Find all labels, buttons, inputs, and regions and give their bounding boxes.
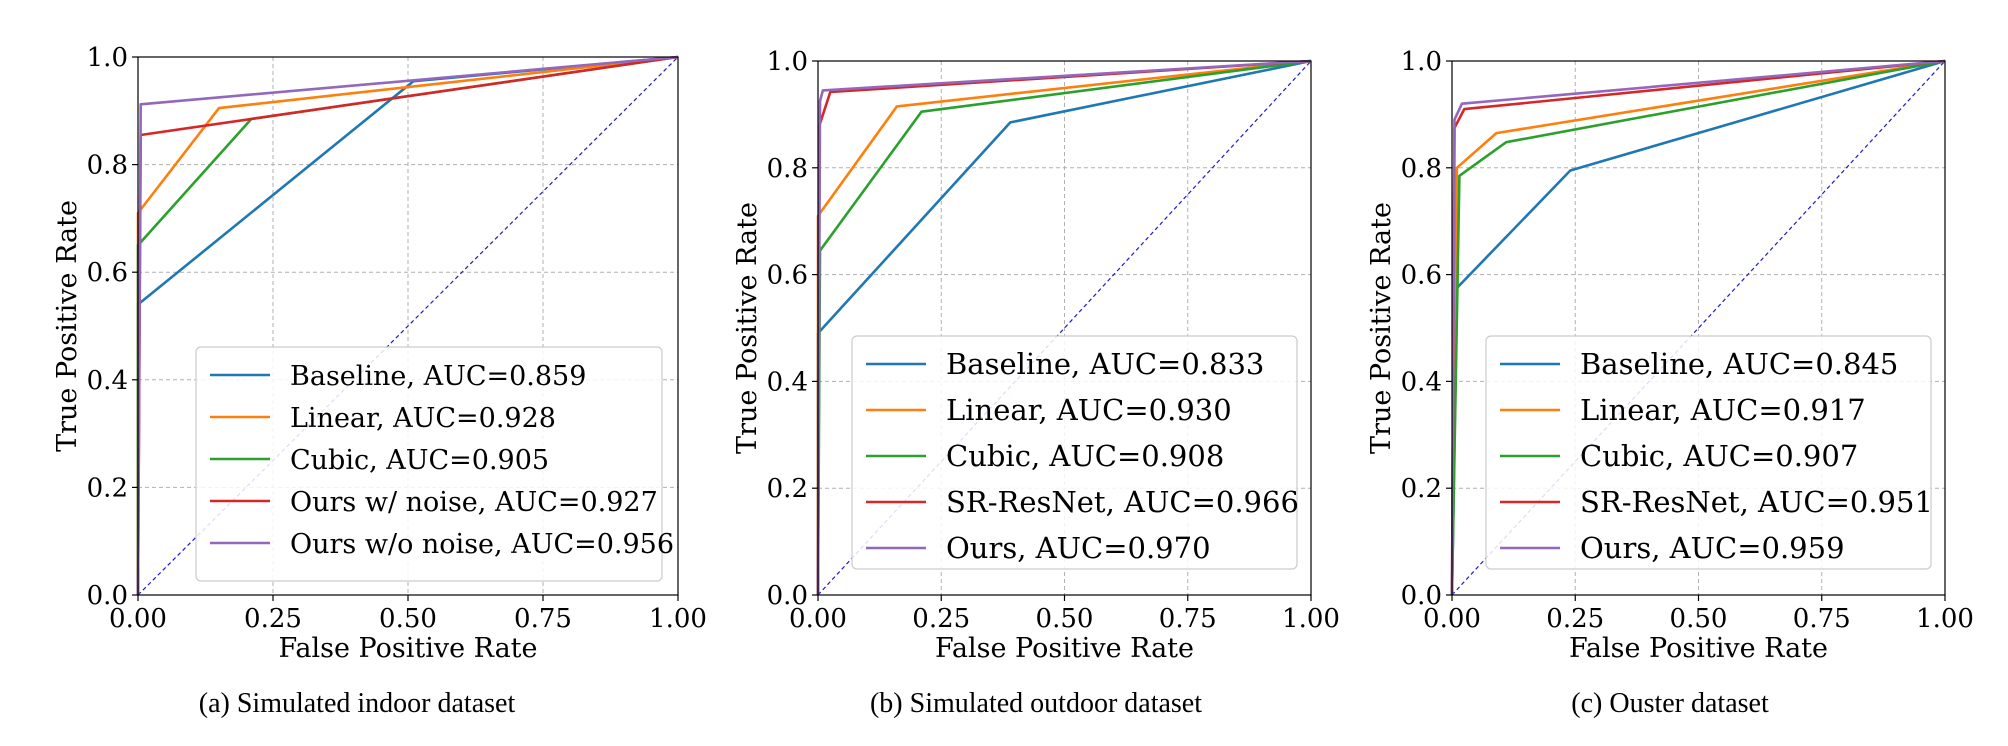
x-tick-label: 0.50	[379, 604, 437, 634]
legend-box	[195, 346, 663, 582]
x-tick-label: 0.00	[789, 604, 847, 634]
y-tick-label: 1.0	[767, 47, 808, 77]
y-tick-label: 0.0	[767, 581, 808, 611]
x-tick-label: 0.75	[1159, 604, 1217, 634]
legend-label-1: Baseline, AUC=0.833	[946, 347, 1264, 381]
x-tick-label: 0.25	[1546, 604, 1604, 634]
legend-label-1: Baseline, AUC=0.845	[1580, 347, 1898, 381]
y-tick-label: 0.0	[87, 581, 128, 611]
y-axis-label: True Positive Rate	[1366, 202, 1397, 454]
roc-line-3	[1450, 59, 1946, 596]
y-tick-label: 0.0	[1401, 581, 1442, 611]
roc-line-5	[136, 55, 679, 596]
chart-panel-1: 0.00 0.25 0.50 0.75 1.00 0.0 0.2 0.4 0.6 0.8 1.0 Fa…	[732, 47, 1340, 664]
y-tick-label: 0.2	[1401, 474, 1442, 504]
y-tick-label: 0.4	[1401, 367, 1442, 397]
y-tick-label: 0.8	[1401, 154, 1442, 184]
chart-panel-2: 0.00 0.25 0.50 0.75 1.00 0.0 0.2 0.4 0.6 0.8 1.0 Fa…	[1366, 47, 1974, 664]
y-tick-label: 1.0	[87, 43, 128, 73]
x-tick-label: 0.00	[1423, 604, 1481, 634]
y-tick-label: 0.2	[87, 473, 128, 503]
legend-label-5: Ours w/o noise, AUC=0.956	[290, 529, 674, 560]
y-tick-label: 0.8	[87, 151, 128, 181]
y-tick-label: 0.4	[767, 367, 808, 397]
x-tick-label: 1.00	[1916, 604, 1974, 634]
y-tick-label: 0.6	[87, 258, 128, 288]
y-axis-label: True Positive Rate	[732, 202, 763, 454]
legend-label-2: Linear, AUC=0.930	[946, 393, 1232, 427]
caption-b: (b) Simulated outdoor dataset	[869, 688, 1203, 719]
x-tick-label: 0.75	[514, 604, 572, 634]
roc-line-5	[1450, 59, 1946, 596]
legend-label-3: Cubic, AUC=0.905	[290, 445, 549, 476]
y-tick-label: 0.4	[87, 366, 128, 396]
x-tick-label: 0.25	[244, 604, 302, 634]
legend-label-2: Linear, AUC=0.928	[290, 403, 556, 434]
x-axis-label: False Positive Rate	[278, 633, 537, 664]
legend-label-5: Ours, AUC=0.970	[946, 531, 1211, 565]
x-tick-label: 0.50	[1036, 604, 1094, 634]
y-tick-label: 0.8	[767, 154, 808, 184]
x-tick-label: 0.50	[1670, 604, 1728, 634]
legend-label-4: SR-ResNet, AUC=0.951	[1580, 485, 1933, 519]
y-tick-label: 0.6	[767, 261, 808, 291]
caption-c: (c) Ouster dataset	[1571, 688, 1769, 719]
legend-box	[851, 335, 1298, 570]
y-tick-label: 0.2	[767, 474, 808, 504]
legend-label-1: Baseline, AUC=0.859	[290, 361, 586, 392]
chart-panel-0: 0.00 0.25 0.50 0.75 1.00 0.0 0.2 0.4 0.6 0.8 1.0 Fa…	[52, 43, 707, 664]
y-tick-label: 1.0	[1401, 47, 1442, 77]
x-tick-label: 1.00	[1282, 604, 1340, 634]
y-axis-label: True Positive Rate	[52, 200, 83, 452]
x-axis-label: False Positive Rate	[935, 633, 1194, 664]
legend-box	[1485, 335, 1932, 570]
legend-label-2: Linear, AUC=0.917	[1580, 393, 1866, 427]
x-axis-label: False Positive Rate	[1569, 633, 1828, 664]
legend-label-3: Cubic, AUC=0.908	[946, 439, 1224, 473]
caption-a: (a) Simulated indoor dataset	[198, 688, 516, 719]
y-tick-label: 0.6	[1401, 261, 1442, 291]
legend-label-4: SR-ResNet, AUC=0.966	[946, 485, 1299, 519]
legend-label-3: Cubic, AUC=0.907	[1580, 439, 1858, 473]
legend-label-5: Ours, AUC=0.959	[1580, 531, 1845, 565]
x-tick-label: 0.25	[912, 604, 970, 634]
roc-line-2	[1450, 59, 1946, 596]
legend-label-4: Ours w/ noise, AUC=0.927	[290, 487, 658, 518]
x-tick-label: 0.00	[109, 604, 167, 634]
x-tick-label: 1.00	[649, 604, 707, 634]
x-tick-label: 0.75	[1793, 604, 1851, 634]
roc-line-5	[816, 59, 1312, 596]
